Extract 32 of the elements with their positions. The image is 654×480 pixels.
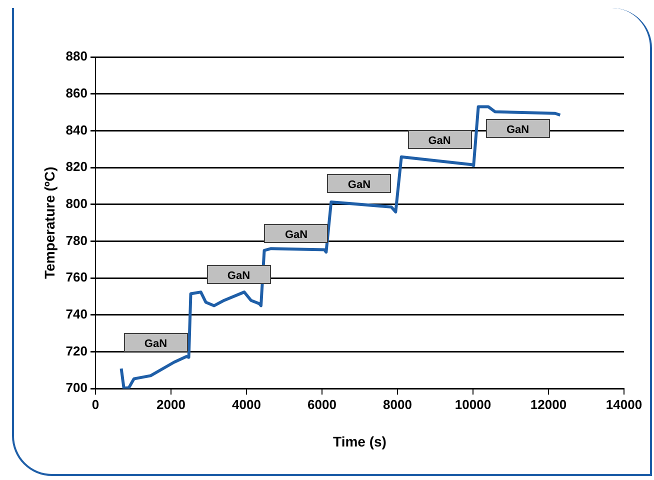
y-tick-label: 820: [66, 159, 88, 174]
label-box: GaN: [408, 130, 472, 150]
y-tick-label: 740: [66, 306, 88, 322]
x-tick-label: 6000: [308, 396, 336, 412]
x-tick-label: 8000: [383, 396, 412, 412]
x-tick-label: 10000: [454, 396, 492, 412]
y-tick-label: 780: [66, 232, 88, 248]
x-axis-title: Time (s): [333, 433, 386, 450]
x-tick-label: 0: [92, 396, 100, 412]
y-tick-label: 840: [66, 122, 88, 138]
y-tick-label: 760: [66, 270, 88, 285]
y-tick-label: 880: [66, 48, 88, 64]
annotation: GaN: [428, 135, 451, 148]
label-box: GaN: [206, 264, 271, 284]
y-tick-label: 700: [66, 380, 88, 396]
y-axis-title: Temperature (ºC): [41, 166, 58, 279]
label-box: GaN: [486, 119, 550, 138]
label-box: GaN: [124, 332, 188, 352]
y-tick-label: 800: [66, 196, 88, 211]
x-tick-label: 2000: [156, 396, 186, 412]
annotation: GaN: [144, 338, 168, 350]
y-tick-label: 860: [66, 85, 88, 100]
label-box: GaN: [264, 224, 328, 244]
x-tick-label: 12000: [530, 396, 567, 412]
y-tick-label: 720: [66, 343, 88, 358]
annotation: GaN: [348, 179, 371, 192]
annotation: GaN: [285, 229, 308, 242]
x-tick-label: 14000: [606, 396, 642, 412]
annotation: GaN: [227, 270, 250, 282]
label-box: GaN: [327, 174, 392, 194]
annotation: GaN: [506, 124, 530, 136]
x-tick-label: 4000: [232, 396, 261, 412]
